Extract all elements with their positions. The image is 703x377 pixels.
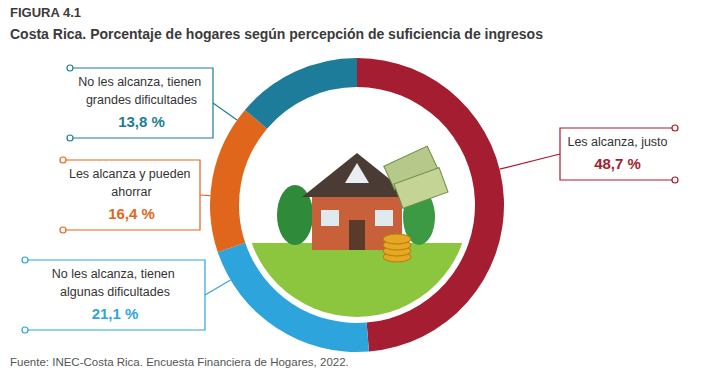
label-line: No les alcanza, tienen xyxy=(78,75,204,89)
leader-line xyxy=(213,103,237,120)
house-window xyxy=(375,210,393,226)
label-frame xyxy=(63,160,200,230)
coin xyxy=(383,234,411,244)
label-box: No les alcanza, tienen algunas dificulta… xyxy=(22,257,231,333)
label-line: Les alcanza y pueden xyxy=(69,167,194,181)
frame-end xyxy=(22,257,28,263)
label-box: Les alcanza y pueden ahorrar 16,4 % xyxy=(60,157,210,233)
title: FIGURA 4.1 xyxy=(10,5,81,20)
label-line: grandes dificultades xyxy=(86,93,197,107)
label-line: Les alcanza, justo xyxy=(567,135,667,149)
frame-end xyxy=(67,135,73,141)
label-box: No les alcanza, tienen grandes dificulta… xyxy=(67,65,237,141)
category-label: No les alcanza, tienen algunas dificulta… xyxy=(52,267,178,299)
labels: Les alcanza, justo 48,7 % No les alcanza, … xyxy=(22,65,678,333)
value-label: 13,8 % xyxy=(118,113,165,130)
label-box: Les alcanza, justo 48,7 % xyxy=(500,125,678,183)
frame-end xyxy=(67,65,73,71)
label-line: algunas dificultades xyxy=(60,285,170,299)
label-frame xyxy=(560,128,675,180)
leader-line xyxy=(500,154,560,169)
category-label: Les alcanza, justo xyxy=(567,135,667,149)
frame-end xyxy=(60,227,66,233)
illustration xyxy=(239,93,475,323)
slice xyxy=(357,58,504,352)
frame-end xyxy=(22,327,28,333)
chart: FIGURA 4.1 Costa Rica. Porcentaje de hoga… xyxy=(0,0,703,377)
leader-line xyxy=(205,280,231,295)
slice xyxy=(218,243,369,352)
subtitle: Costa Rica. Porcentaje de hogares según … xyxy=(10,26,543,42)
house-gable xyxy=(345,163,369,183)
category-label: Les alcanza y pueden ahorrar xyxy=(69,167,194,199)
label-line: ahorrar xyxy=(111,185,151,199)
slice xyxy=(210,110,267,252)
donut xyxy=(210,58,504,352)
value-label: 21,1 % xyxy=(92,305,139,322)
house-door xyxy=(349,220,365,250)
frame-end xyxy=(672,177,678,183)
slice xyxy=(245,58,357,129)
bill xyxy=(394,168,448,209)
value-label: 16,4 % xyxy=(108,205,155,222)
frame-end xyxy=(672,125,678,131)
frame-end xyxy=(60,157,66,163)
leader-line xyxy=(200,194,210,196)
label-line: No les alcanza, tienen xyxy=(52,267,178,281)
category-label: No les alcanza, tienen grandes dificulta… xyxy=(78,75,204,107)
label-frame xyxy=(70,68,213,138)
value-label: 48,7 % xyxy=(594,155,641,172)
label-frame xyxy=(25,260,205,330)
source: Fuente: INEC-Costa Rica. Encuesta Financ… xyxy=(10,356,349,368)
house-window xyxy=(321,210,339,226)
